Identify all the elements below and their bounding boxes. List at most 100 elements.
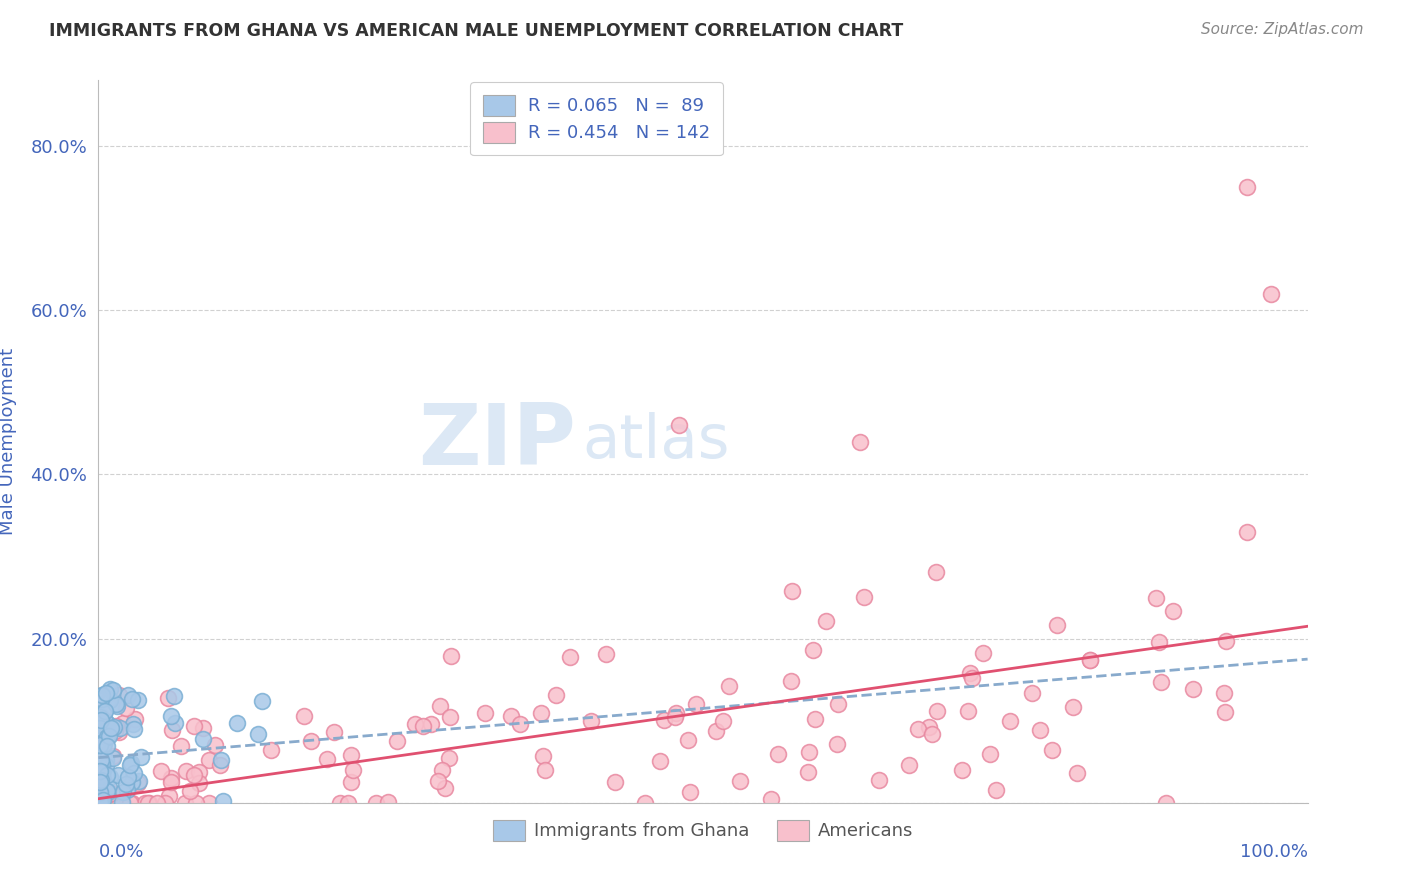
Point	[121, 691, 143, 706]
Point	[1182, 682, 1205, 697]
Point	[439, 648, 461, 663]
Point	[1066, 766, 1088, 780]
Point	[89, 723, 111, 737]
Point	[534, 763, 557, 777]
Point	[685, 697, 707, 711]
Point	[956, 704, 979, 718]
Point	[160, 723, 183, 737]
Point	[90, 773, 112, 788]
Point	[134, 796, 156, 810]
Point	[108, 725, 131, 739]
Point	[664, 710, 686, 724]
Point	[89, 765, 111, 780]
Point	[634, 796, 657, 810]
Point	[208, 757, 231, 772]
Point	[128, 773, 150, 788]
Point	[98, 780, 121, 794]
Point	[429, 698, 451, 713]
Point	[364, 796, 387, 810]
Point	[107, 768, 129, 782]
Point	[183, 767, 205, 781]
Point	[89, 732, 111, 747]
Point	[959, 666, 981, 681]
Point	[93, 706, 115, 720]
Point	[546, 688, 568, 702]
Point	[121, 796, 143, 810]
Point	[90, 791, 112, 805]
Point	[122, 722, 145, 736]
Point	[96, 686, 118, 700]
Point	[89, 738, 111, 752]
Point	[136, 796, 159, 810]
Point	[115, 782, 138, 797]
Point	[1028, 723, 1050, 737]
Point	[197, 796, 219, 810]
Text: ZIP: ZIP	[419, 400, 576, 483]
Point	[474, 706, 496, 720]
Point	[198, 754, 221, 768]
Point	[499, 709, 522, 723]
Point	[94, 753, 117, 767]
Point	[121, 775, 143, 789]
Point	[530, 706, 553, 720]
Point	[1150, 675, 1173, 690]
Point	[1236, 180, 1258, 194]
Point	[385, 733, 408, 747]
Point	[603, 775, 626, 789]
Point	[156, 690, 179, 705]
Point	[299, 734, 322, 748]
Point	[652, 713, 675, 727]
Point	[90, 688, 112, 702]
Point	[89, 785, 111, 799]
Point	[89, 739, 111, 754]
Point	[260, 743, 283, 757]
Point	[101, 683, 124, 698]
Point	[94, 759, 117, 773]
Point	[960, 671, 983, 685]
Point	[98, 693, 121, 707]
Point	[117, 688, 139, 702]
Point	[93, 737, 115, 751]
Point	[98, 729, 121, 743]
Point	[91, 688, 114, 702]
Point	[91, 720, 114, 734]
Point	[927, 704, 949, 718]
Point	[1000, 714, 1022, 728]
Point	[188, 776, 211, 790]
Point	[103, 751, 125, 765]
Point	[1260, 286, 1282, 301]
Point	[91, 793, 114, 807]
Point	[797, 745, 820, 759]
Point	[336, 796, 359, 810]
Point	[93, 728, 115, 742]
Point	[1040, 743, 1063, 757]
Point	[120, 796, 142, 810]
Point	[89, 722, 111, 736]
Point	[104, 723, 127, 738]
Point	[97, 785, 120, 799]
Point	[717, 679, 740, 693]
Point	[193, 721, 215, 735]
Point	[1236, 524, 1258, 539]
Point	[120, 756, 142, 770]
Point	[852, 591, 875, 605]
Point	[979, 747, 1001, 762]
Point	[1161, 604, 1184, 618]
Point	[780, 583, 803, 598]
Point	[925, 565, 948, 579]
Point	[89, 768, 111, 782]
Point	[91, 756, 114, 771]
Point	[827, 738, 849, 752]
Point	[114, 777, 136, 791]
Point	[1212, 686, 1234, 700]
Point	[96, 716, 118, 731]
Point	[595, 647, 617, 661]
Point	[124, 712, 146, 726]
Y-axis label: Male Unemployment: Male Unemployment	[0, 348, 17, 535]
Point	[108, 721, 131, 735]
Point	[163, 715, 186, 730]
Point	[98, 681, 121, 696]
Point	[89, 692, 111, 706]
Point	[121, 716, 143, 731]
Point	[153, 796, 176, 810]
